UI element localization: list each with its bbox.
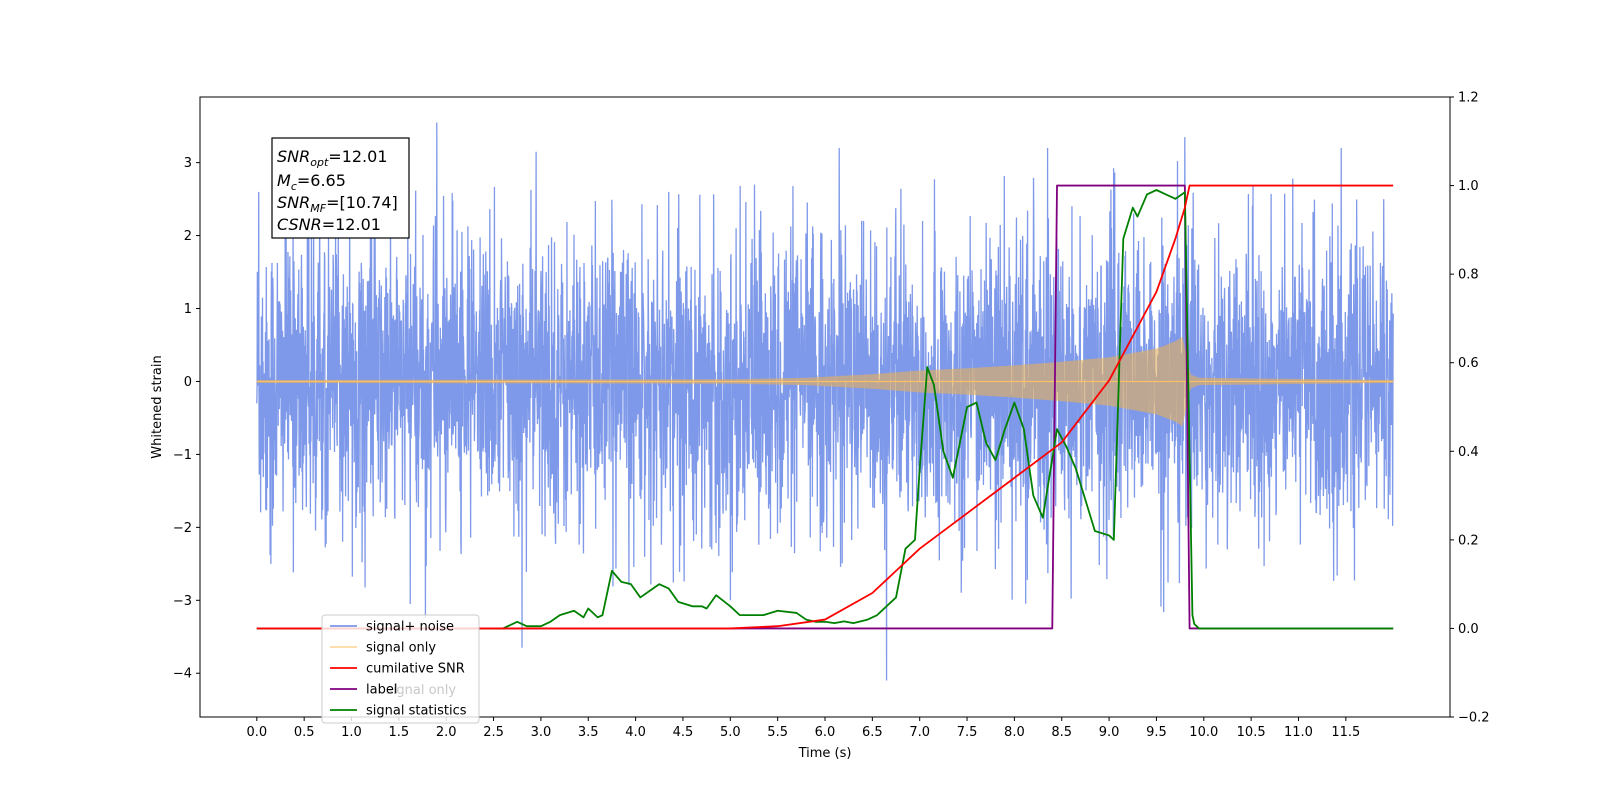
- legend-label: signal statistics: [366, 704, 467, 719]
- y-left-tick-label: −1: [173, 448, 192, 463]
- x-tick-label: 11.5: [1331, 725, 1360, 740]
- x-tick-label: 9.5: [1146, 725, 1167, 740]
- ghost-legend-label: signal only: [386, 683, 456, 698]
- series-layer: [256, 122, 1394, 681]
- x-tick-label: 1.0: [341, 725, 362, 740]
- axis-layer: 0.0 0.5 1.0 1.5 2.0 2.5 3.0 3.5 4.0 4.5 5.0 5.5 6.0 6…: [173, 91, 1490, 741]
- x-tick-label: 8.5: [1051, 725, 1072, 740]
- y-left-tick-label: 2: [184, 229, 192, 244]
- y-right-tick-label: 0.0: [1458, 622, 1479, 637]
- series-signal-noise: [256, 122, 1394, 681]
- x-tick-label: 6.5: [862, 725, 883, 740]
- y-right-tick-label: 0.8: [1458, 268, 1479, 283]
- y-left-tick-label: −2: [173, 521, 192, 536]
- y-right-tick-label: −0.2: [1458, 711, 1490, 726]
- info-mc: Mc=6.65: [277, 171, 346, 193]
- x-tick-label: 10.5: [1237, 725, 1266, 740]
- y-right-tick-label: 0.2: [1458, 533, 1479, 548]
- info-csnr: CSNR=12.01: [277, 215, 381, 234]
- x-tick-label: 1.5: [389, 725, 410, 740]
- y-right-tick-label: 0.6: [1458, 356, 1479, 371]
- legend-label: signal only: [366, 641, 436, 656]
- y-left-tick-label: 1: [184, 302, 192, 317]
- x-tick-label: 2.5: [483, 725, 504, 740]
- x-tick-label: 0.5: [294, 725, 315, 740]
- y-left-tick-label: −3: [173, 594, 192, 609]
- legend-label: label: [366, 683, 397, 698]
- y-right-tick-label: 1.2: [1458, 91, 1479, 106]
- legend-frame: [321, 614, 480, 724]
- info-snr-opt: SNRopt=12.01: [277, 147, 388, 169]
- x-tick-label: 7.5: [957, 725, 978, 740]
- x-tick-label: 8.0: [1004, 725, 1025, 740]
- x-tick-label: 3.5: [578, 725, 599, 740]
- x-tick-label: 4.5: [673, 725, 694, 740]
- x-tick-label: 0.0: [246, 725, 267, 740]
- y-left-tick-label: 3: [184, 156, 192, 171]
- x-tick-label: 9.0: [1099, 725, 1120, 740]
- x-tick-label: 3.0: [531, 725, 552, 740]
- legend-label: signal+ noise: [366, 620, 454, 635]
- x-tick-label: 7.0: [909, 725, 930, 740]
- y-axis-label: Whitened strain: [150, 355, 165, 458]
- x-axis-label: Time (s): [798, 746, 852, 761]
- info-box: SNRopt=12.01 Mc=6.65 SNRMF=[10.74] CSNR=…: [271, 137, 410, 239]
- y-right-tick-label: 1.0: [1458, 179, 1479, 194]
- x-tick-label: 2.0: [436, 725, 457, 740]
- series-cumulative-snr: [256, 184, 1394, 630]
- x-tick-label: 4.0: [625, 725, 646, 740]
- x-tick-label: 5.5: [767, 725, 788, 740]
- y-right-tick-label: 0.4: [1458, 445, 1479, 460]
- x-tick-label: 11.0: [1284, 725, 1313, 740]
- legend: signal only signal+ noise signal only cumil…: [321, 614, 480, 724]
- x-tick-label: 5.0: [720, 725, 741, 740]
- y-left-tick-label: −4: [173, 667, 192, 682]
- info-snr-mf: SNRMF=[10.74]: [277, 193, 398, 215]
- x-tick-label: 10.0: [1189, 725, 1218, 740]
- x-tick-label: 6.0: [815, 725, 836, 740]
- y-left-tick-label: 0: [184, 375, 192, 390]
- series-signal-statistics: [256, 189, 1394, 630]
- legend-label: cumilative SNR: [366, 662, 465, 677]
